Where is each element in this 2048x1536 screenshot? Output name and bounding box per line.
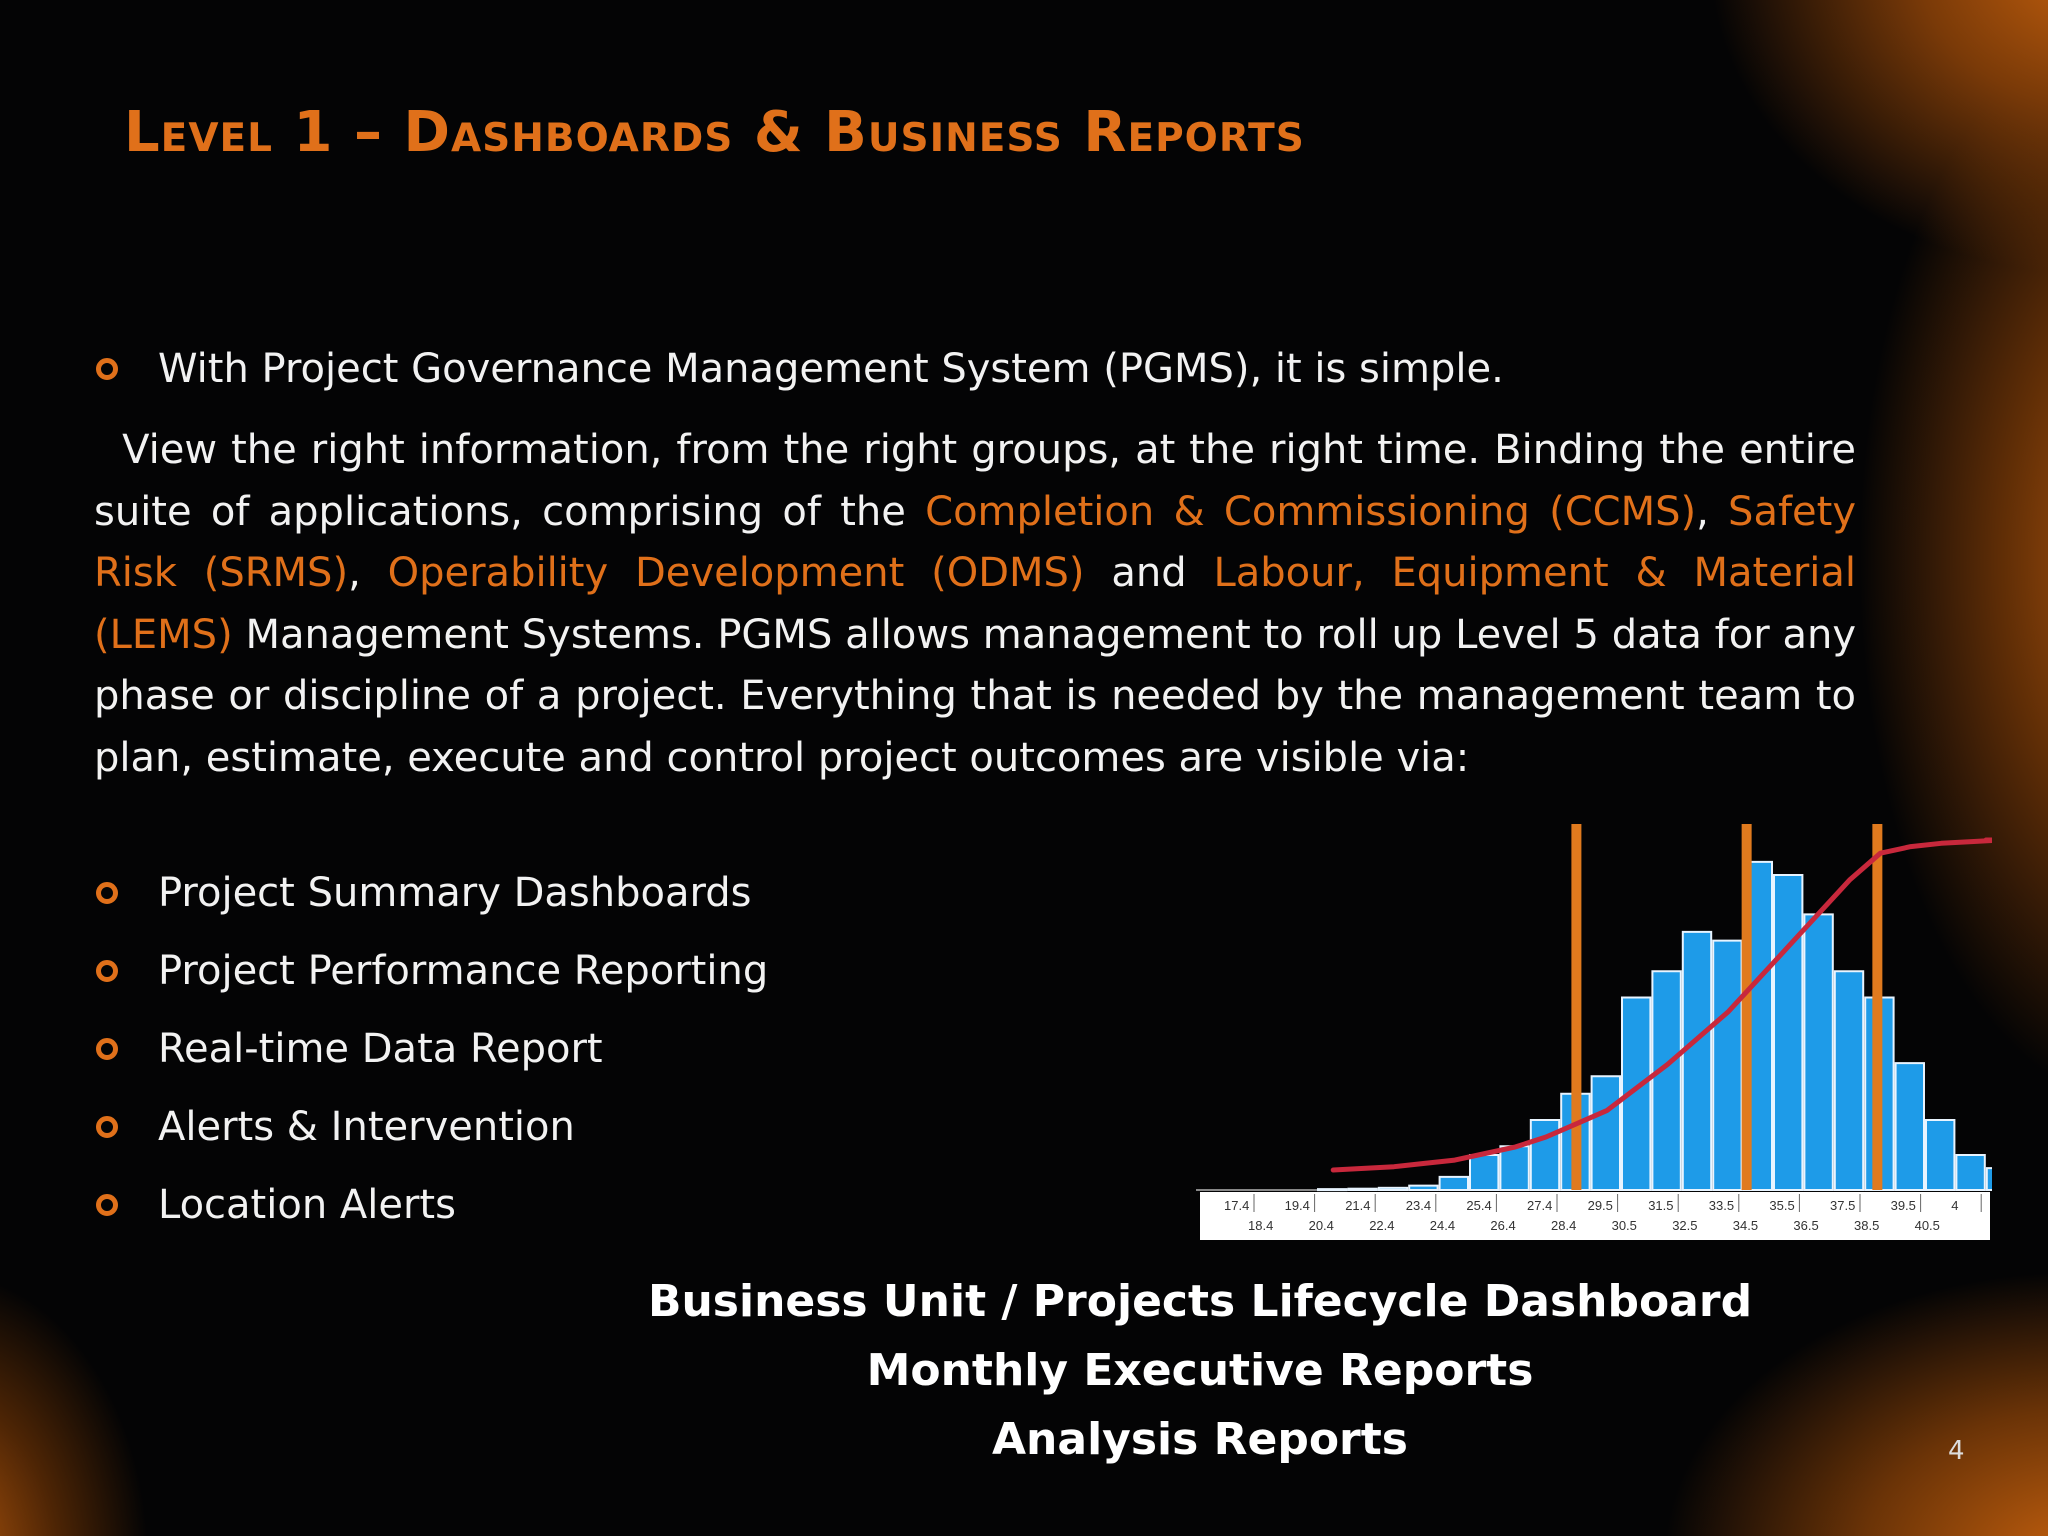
chart-bar <box>1469 1154 1500 1191</box>
bullet-ring-icon <box>96 882 118 904</box>
chart-tick-label: 31.5 <box>1648 1198 1673 1213</box>
body-paragraph: View the right information, from the rig… <box>94 420 1856 789</box>
caption-line: Business Unit / Projects Lifecycle Dashb… <box>647 1276 1753 1327</box>
chart-bar <box>1985 1167 1992 1191</box>
chart-tick-label: 19.4 <box>1285 1198 1310 1213</box>
chart-bar <box>1833 970 1865 1191</box>
chart-tick-label: 40.5 <box>1915 1218 1940 1233</box>
chart-tick-label: 35.5 <box>1769 1198 1794 1213</box>
chart-tick-label: 25.4 <box>1466 1198 1491 1213</box>
slide-title: Level 1 – Dashboards & Business Reports <box>124 100 1305 165</box>
paragraph-text: , <box>348 550 388 596</box>
highlighted-system-name: Labour, Equipment & Material (LEMS) <box>94 550 1857 658</box>
intro-bullet: With Project Governance Management Syste… <box>96 346 1504 392</box>
chart-tick-label: 4 <box>1951 1198 1958 1213</box>
paragraph-text: and <box>1084 550 1214 596</box>
caption-line: Analysis Reports <box>992 1414 1408 1465</box>
bullet-ring-icon <box>96 1194 118 1216</box>
chart-tick-label: 28.4 <box>1551 1218 1576 1233</box>
chart-bar <box>1955 1154 1986 1191</box>
chart-tick-label: 20.4 <box>1309 1218 1334 1233</box>
chart-tick-label: 29.5 <box>1588 1198 1613 1213</box>
chart-tick-label: 23.4 <box>1406 1198 1431 1213</box>
chart-tick-label: 27.4 <box>1527 1198 1552 1213</box>
bullet-text: Project Summary Dashboards <box>158 870 752 916</box>
chart-bar <box>1894 1062 1925 1191</box>
chart-bar <box>1347 1187 1378 1191</box>
paragraph-text: Management Systems. PGMS allows manageme… <box>94 611 1856 781</box>
bullet-item: Alerts & Intervention <box>96 1104 575 1150</box>
chart-bar <box>1377 1186 1409 1191</box>
chart-tick-label: 22.4 <box>1369 1218 1394 1233</box>
chart-marker-line <box>1741 824 1752 1190</box>
chart-axis-panel <box>1200 1192 1990 1240</box>
chart-tick-label: 33.5 <box>1709 1198 1734 1213</box>
chart-tick-label: 34.5 <box>1733 1218 1758 1233</box>
highlighted-system-name: Operability Development (ODMS) <box>387 550 1085 596</box>
chart-tick-label: 30.5 <box>1612 1218 1637 1233</box>
bullet-item: Real-time Data Report <box>96 1026 603 1072</box>
bullet-ring-icon <box>96 1116 118 1138</box>
chart-bar <box>1681 930 1713 1191</box>
bullet-item: Location Alerts <box>96 1182 456 1228</box>
chart-tick-label: 32.5 <box>1672 1218 1697 1233</box>
chart-tick-label: 26.4 <box>1490 1218 1515 1233</box>
chart-tick-label: 39.5 <box>1891 1198 1916 1213</box>
highlighted-system-name: Completion & Commissioning (CCMS) <box>925 488 1697 535</box>
intro-bullet-text: With Project Governance Management Syste… <box>158 346 1504 392</box>
bullet-ring-icon <box>96 358 118 380</box>
chart-bar <box>1925 1119 1956 1191</box>
bullet-ring-icon <box>96 1038 118 1060</box>
bullet-ring-icon <box>96 960 118 982</box>
chart-tick-label: 37.5 <box>1830 1198 1855 1213</box>
chart-bar <box>1803 913 1834 1191</box>
chart-marker-line <box>1872 824 1883 1190</box>
chart-tick-label: 36.5 <box>1793 1218 1818 1233</box>
distribution-chart: 17.4 19.4 21.4 23.4 25.4 27.4 29.5 31.5 33.5 35.5… <box>1196 824 1992 1240</box>
chart-tick-label: 38.5 <box>1854 1218 1879 1233</box>
chart-bar <box>1408 1184 1439 1191</box>
bullet-text: Project Performance Reporting <box>158 948 769 994</box>
paragraph-text: View the right information, from the rig… <box>94 427 1856 535</box>
chart-cumulative-curve <box>1330 837 1992 1173</box>
chart-bar <box>1773 874 1804 1191</box>
chart-tick-label: 21.4 <box>1345 1198 1370 1213</box>
chart-bar <box>1438 1175 1470 1191</box>
bullet-text: Alerts & Intervention <box>158 1104 575 1150</box>
paragraph-text: , <box>1696 488 1729 535</box>
bullet-item: Project Summary Dashboards <box>96 870 751 916</box>
bullet-text: Real-time Data Report <box>158 1026 603 1072</box>
caption-line: Monthly Executive Reports <box>866 1345 1534 1396</box>
chart-tick-label: 18.4 <box>1248 1218 1273 1233</box>
chart-tick-label: 17.4 <box>1224 1198 1249 1213</box>
slide-number: 4 <box>1948 1436 1965 1466</box>
bullet-text: Location Alerts <box>158 1182 456 1228</box>
chart-marker-line <box>1571 824 1582 1190</box>
chart-tick-label: 24.4 <box>1430 1218 1455 1233</box>
chart-bar <box>1712 939 1743 1191</box>
chart-bar <box>1651 970 1682 1191</box>
chart-bar <box>1590 1075 1622 1191</box>
chart-bar <box>1317 1188 1348 1192</box>
bullet-item: Project Performance Reporting <box>96 948 768 994</box>
highlighted-system-name: Safety Risk (SRMS) <box>94 488 1856 597</box>
chart-bar <box>1499 1145 1530 1191</box>
